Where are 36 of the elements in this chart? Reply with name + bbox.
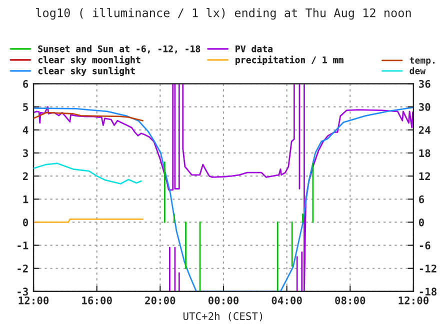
y2-tick-label: 18 — [419, 149, 430, 158]
legend-label: PV data — [236, 45, 272, 52]
y2-tick-label: 0 — [418, 218, 424, 226]
y-tick-label: -1 — [18, 242, 28, 250]
y2-tick-label: 6 — [419, 195, 424, 204]
y2-tick-label: -18 — [420, 288, 436, 296]
y-tick-label: 0 — [23, 218, 28, 226]
x-tick-label: 04:00 — [272, 296, 302, 304]
y2-tick-label: 12 — [419, 172, 430, 180]
x-tick-label: 16:00 — [82, 296, 112, 304]
y-tick-label: 5 — [23, 103, 28, 111]
y-tick-label: 3 — [23, 149, 28, 158]
x-tick-label: 12:00 — [18, 296, 49, 304]
legend-label: precipitation / 1 mm — [236, 56, 344, 65]
legend-label: Sunset and Sun at -6, -12, -18 — [38, 45, 200, 54]
y-tick-label: 1 — [23, 196, 28, 204]
y2-tick-label: 24 — [418, 126, 430, 134]
legend-label: clear sky sunlight — [38, 66, 135, 76]
legend-label: clear sky moonlight — [38, 56, 140, 65]
y-tick-label: 6 — [23, 80, 28, 88]
legend-label: dew — [410, 67, 426, 74]
x-tick-label: 20:00 — [145, 296, 176, 304]
y2-tick-label: 36 — [418, 80, 430, 88]
y2-tick-label: -6 — [420, 242, 430, 250]
x-tick-label: 12:00 — [398, 296, 429, 304]
x-tick-label: 08:00 — [335, 296, 366, 304]
y2-tick-label: -12 — [420, 264, 436, 272]
y-tick-label: 4 — [22, 126, 28, 134]
x-tick-label: 00:00 — [208, 296, 239, 304]
chart-title: log10 ( illuminance / 1 lx) ending at Thu Aug 12 noon — [36, 8, 411, 20]
x-axis-title: UTC+2h (CEST) — [183, 312, 262, 322]
y-tick-label: -3 — [18, 288, 28, 296]
y2-tick-label: 30 — [418, 103, 430, 111]
y-tick-label: 2 — [22, 172, 28, 180]
legend-label: temp. — [410, 57, 434, 66]
y-tick-label: -2 — [18, 264, 28, 272]
